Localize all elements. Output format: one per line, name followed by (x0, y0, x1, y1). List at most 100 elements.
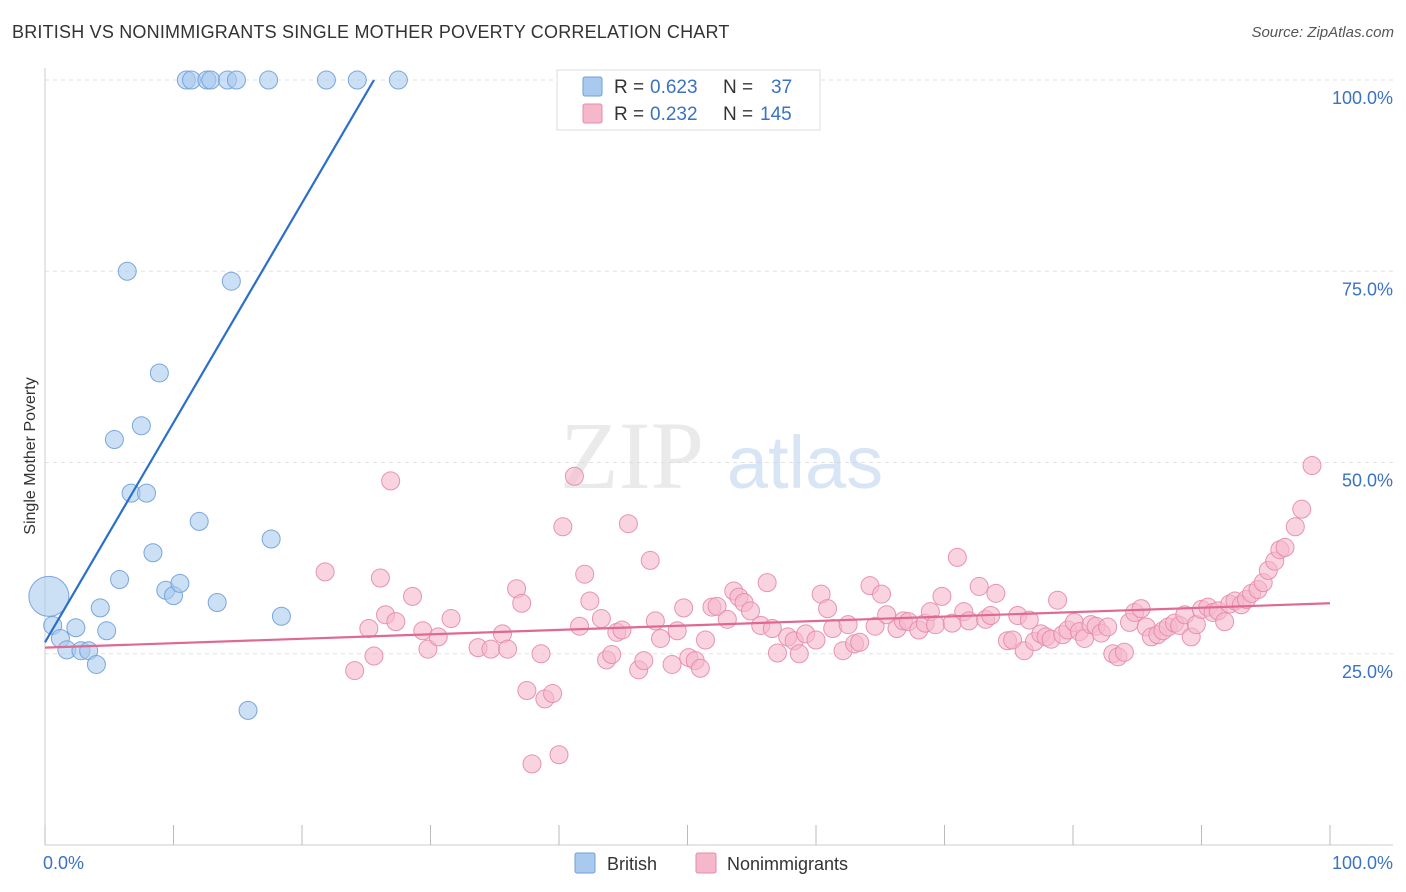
nonimmigrants-point (517, 680, 537, 700)
nonimmigrants-point (986, 583, 1006, 603)
nonimmigrants-point (591, 609, 611, 629)
series-british-points (28, 70, 408, 720)
nonimmigrants-point (762, 619, 782, 639)
nonimmigrants-point (522, 754, 542, 774)
british-point (347, 70, 367, 90)
nonimmigrants-point (640, 550, 660, 570)
stats-row-british: R = 0.623 N = 37 (582, 76, 792, 98)
stats-swatch-british (582, 76, 603, 97)
x-tick-labels: 0.0% 100.0% (43, 853, 1393, 873)
nonimmigrants-point (364, 646, 384, 666)
nonimmigrants-point (865, 616, 885, 636)
british-point (90, 598, 110, 618)
nonimmigrants-point (381, 471, 401, 491)
nonimmigrants-point (1275, 537, 1295, 557)
british-point (117, 261, 137, 281)
nonimmigrants-point (947, 547, 967, 567)
nonimmigrants-point (818, 599, 838, 619)
legend: British Nonimmigrants (574, 852, 848, 874)
nonimmigrants-point (1215, 612, 1235, 632)
nonimmigrants-point (850, 632, 870, 652)
nonimmigrants-point (575, 564, 595, 584)
nonimmigrants-point (1292, 499, 1312, 519)
stats-n-label: N = (723, 77, 758, 98)
nonimmigrants-point (531, 644, 551, 664)
nonimmigrants-point (674, 598, 694, 618)
stats-n-value: 145 (760, 104, 792, 125)
british-point (259, 70, 279, 90)
nonimmigrants-point (512, 593, 532, 613)
nonimmigrants-point (580, 591, 600, 611)
nonimmigrants-point (428, 627, 448, 647)
nonimmigrants-point (707, 596, 727, 616)
nonimmigrants-point (564, 466, 584, 486)
nonimmigrants-point (838, 615, 858, 635)
nonimmigrants-point (543, 684, 563, 704)
legend-label-nonimmigrants: Nonimmigrants (727, 854, 848, 874)
watermark: ZIP atlas (560, 402, 883, 509)
series-nonimmigrants-points (315, 456, 1322, 774)
british-point (238, 700, 258, 720)
nonimmigrants-point (386, 612, 406, 632)
nonimmigrants-point (767, 643, 787, 663)
watermark-atlas: atlas (727, 421, 883, 504)
nonimmigrants-point (441, 609, 461, 629)
nonimmigrants-point (498, 639, 518, 659)
british-point (143, 543, 163, 563)
nonimmigrants-point (359, 619, 379, 639)
legend-label-british: British (607, 854, 657, 874)
legend-swatch-nonimmigrants (695, 852, 717, 874)
y-tick-label: 75.0% (1342, 279, 1393, 299)
british-point (261, 529, 281, 549)
nonimmigrants-point (1114, 642, 1134, 662)
nonimmigrants-point (872, 584, 892, 604)
x-tick-label-start: 0.0% (43, 853, 84, 873)
nonimmigrants-point (618, 514, 638, 534)
stats-n-value: 37 (771, 77, 792, 98)
british-point (86, 654, 106, 674)
nonimmigrants-point (602, 645, 622, 665)
british-point (104, 430, 124, 450)
stats-r-label: R = (614, 77, 649, 98)
nonimmigrants-point (553, 517, 573, 537)
british-point (170, 573, 190, 593)
nonimmigrants-point (1048, 590, 1068, 610)
chart-title: BRITISH VS NONIMMIGRANTS SINGLE MOTHER P… (12, 22, 730, 42)
british-point (316, 70, 336, 90)
legend-swatch-british (574, 852, 596, 874)
nonimmigrants-point (695, 630, 715, 650)
y-tick-label: 50.0% (1342, 471, 1393, 491)
nonimmigrants-point (690, 658, 710, 678)
nonimmigrants-point (1019, 610, 1039, 630)
nonimmigrants-point (651, 628, 671, 648)
stats-n-label: N = (723, 104, 758, 125)
nonimmigrants-point (806, 630, 826, 650)
british-trend-line (44, 79, 375, 643)
british-point (137, 483, 157, 503)
british-point (226, 70, 246, 90)
x-tick-label-end: 100.0% (1332, 853, 1393, 873)
british-point (221, 271, 241, 291)
stats-row-nonimmigrants: R = 0.232 N = 145 (582, 103, 792, 125)
nonimmigrants-point (1285, 517, 1305, 537)
legend-item-nonimmigrants: Nonimmigrants (695, 852, 848, 874)
stats-legend: R = 0.623 N = 37 R = 0.232 N = 145 (556, 69, 821, 131)
british-point (271, 606, 291, 626)
nonimmigrants-point (370, 568, 390, 588)
british-point (97, 621, 117, 641)
nonimmigrants-point (969, 576, 989, 596)
british-point (28, 575, 70, 617)
legend-item-british: British (574, 852, 657, 874)
nonimmigrants-point (612, 620, 632, 640)
british-point (149, 363, 169, 383)
watermark-zip: ZIP (560, 402, 704, 509)
british-point (201, 70, 221, 90)
nonimmigrants-point (634, 651, 654, 671)
british-point (131, 416, 151, 436)
nonimmigrants-point (740, 601, 760, 621)
y-tick-label: 100.0% (1332, 88, 1393, 108)
nonimmigrants-point (481, 639, 501, 659)
nonimmigrants-point (549, 745, 569, 765)
